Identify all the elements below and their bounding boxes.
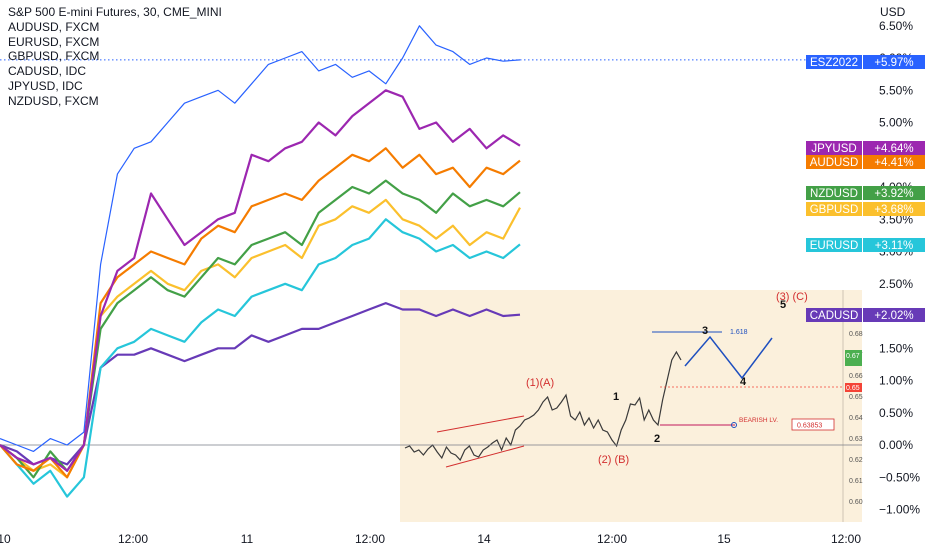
y-tick-label: 5.00% xyxy=(879,116,913,130)
x-tick-label: 10 xyxy=(0,532,11,546)
x-tick-label: 11 xyxy=(241,532,254,546)
y-tick-label: 5.50% xyxy=(879,83,913,97)
inset-background xyxy=(400,290,862,522)
x-tick-label: 14 xyxy=(477,532,491,546)
chart-legend: S&P 500 E-mini Futures, 30, CME_MINI AUD… xyxy=(8,5,222,109)
badge-series-name: CADUSD xyxy=(810,310,859,322)
badge-value-box xyxy=(863,186,925,200)
inset-price-tick: 0.63 xyxy=(849,436,863,443)
inset-price-badge-text: 0.65 xyxy=(846,385,860,392)
wave-label-black: 3 xyxy=(702,325,708,337)
badge-series-name: GBPUSD xyxy=(810,204,859,216)
bearish-value: 0.63853 xyxy=(797,423,822,430)
badge-value-box xyxy=(863,155,925,169)
x-tick-label: 12:00 xyxy=(355,532,385,546)
badge-name-box xyxy=(806,308,862,322)
y-tick-label: 6.50% xyxy=(879,19,913,33)
badge-series-value: +3.92% xyxy=(874,188,913,200)
legend-entry: EURUSD, FXCM xyxy=(8,34,100,49)
series-lines xyxy=(0,25,862,498)
badge-series-name: ESZ2022 xyxy=(810,57,858,69)
badge-series-value: +4.64% xyxy=(874,143,913,155)
bearish-value-box xyxy=(791,418,835,431)
legend-title: S&P 500 E-mini Futures, 30, CME_MINI xyxy=(8,5,222,19)
badge-series-value: +3.68% xyxy=(874,204,913,216)
inset-channel-bottom xyxy=(445,445,525,468)
inset-price-tick: 0.66 xyxy=(849,373,863,380)
legend-entry: JPYUSD, IDC xyxy=(8,78,83,93)
inset-price-tick: 0.62 xyxy=(849,457,863,464)
bearish-level-label: BEARISH LV. xyxy=(739,417,778,424)
legend-entry: AUDUSD, FXCM xyxy=(8,19,100,34)
y-tick-label: 2.50% xyxy=(879,277,913,291)
inset-price-tick: 0.64 xyxy=(849,415,863,422)
y-tick-label: −1.00% xyxy=(879,503,920,517)
legend-entry: CADUSD, IDC xyxy=(8,64,87,79)
badge-name-box xyxy=(806,238,862,252)
axis-unit-label: USD xyxy=(880,5,906,19)
inset-channel-top xyxy=(436,415,525,433)
series-line-jpyusd xyxy=(0,89,521,472)
last-value-badges: ESZ2022 +5.97% JPYUSD +4.64% AUDUSD +4.41% NZD… xyxy=(806,55,925,322)
badge-name-box xyxy=(806,141,862,155)
x-axis: 10 12:00 11 12:00 14 12:00 15 12:00 xyxy=(0,532,861,546)
series-line-eurusd xyxy=(0,218,521,498)
legend-entry: NZDUSD, FXCM xyxy=(8,93,99,108)
badge-series-name: AUDUSD xyxy=(810,157,859,169)
x-tick-label: 12:00 xyxy=(831,532,861,546)
badge-series-value: +5.97% xyxy=(874,57,913,69)
inset-price-tick: 0.68 xyxy=(849,331,863,338)
y-tick-label: 1.50% xyxy=(879,341,913,355)
inset-price-line xyxy=(404,350,682,462)
y-tick-label: 0.50% xyxy=(879,406,913,420)
series-line-esz2022 xyxy=(0,25,521,452)
badge-name-box xyxy=(806,186,862,200)
y-axis: 6.50%6.00%5.50%5.00%4.50%4.00%3.50%3.00%… xyxy=(879,19,920,517)
inset-current-price: 0.67 xyxy=(846,353,860,360)
badge-value-box xyxy=(863,55,925,69)
badge-value-box xyxy=(863,202,925,216)
badge-series-value: +2.02% xyxy=(874,310,913,322)
projection-path xyxy=(684,335,773,380)
badge-series-value: +4.41% xyxy=(874,157,913,169)
x-tick-label: 12:00 xyxy=(597,532,627,546)
wave-label-black: 1 xyxy=(613,391,619,403)
badge-name-box xyxy=(806,55,862,69)
badge-name-box xyxy=(806,202,862,216)
inset-current-price-badge xyxy=(845,350,862,366)
inset-price-tick: 0.60 xyxy=(849,499,863,506)
y-tick-label: 1.00% xyxy=(879,374,913,388)
y-tick-label: −0.50% xyxy=(879,470,920,484)
inset-price-badge xyxy=(845,383,862,392)
wave-label-black: 2 xyxy=(654,433,660,445)
fib-level-label: 1.618 xyxy=(730,329,748,336)
inset-price-tick: 0.65 xyxy=(849,394,863,401)
badge-value-box xyxy=(863,141,925,155)
wave-label-black: 5 xyxy=(780,299,786,311)
badge-name-box xyxy=(806,155,862,169)
x-tick-label: 12:00 xyxy=(118,532,148,546)
wave-label-red: (2) (B) xyxy=(598,454,629,466)
badge-value-box xyxy=(863,238,925,252)
x-tick-label: 15 xyxy=(717,532,731,546)
legend-entry: GBPUSD, FXCM xyxy=(8,49,100,64)
bearish-level-marker xyxy=(731,422,737,428)
wave-label-red: (3) (C) xyxy=(776,291,808,303)
badge-series-name: EURUSD xyxy=(810,240,859,252)
badge-series-name: JPYUSD xyxy=(811,143,856,155)
elliott-wave-inset: 0.68 0.67 0.66 0.65 0.64 0.63 0.62 0.61 0.60 BEAR… xyxy=(400,290,863,522)
badge-value-box xyxy=(863,308,925,322)
inset-price-tick: 0.61 xyxy=(849,478,863,485)
badge-series-value: +3.11% xyxy=(875,240,913,252)
badge-series-name: NZDUSD xyxy=(810,188,858,200)
wave-label-black: 4 xyxy=(740,376,747,388)
y-tick-label: 0.00% xyxy=(879,438,913,452)
wave-label-red: (1)(A) xyxy=(526,377,554,389)
